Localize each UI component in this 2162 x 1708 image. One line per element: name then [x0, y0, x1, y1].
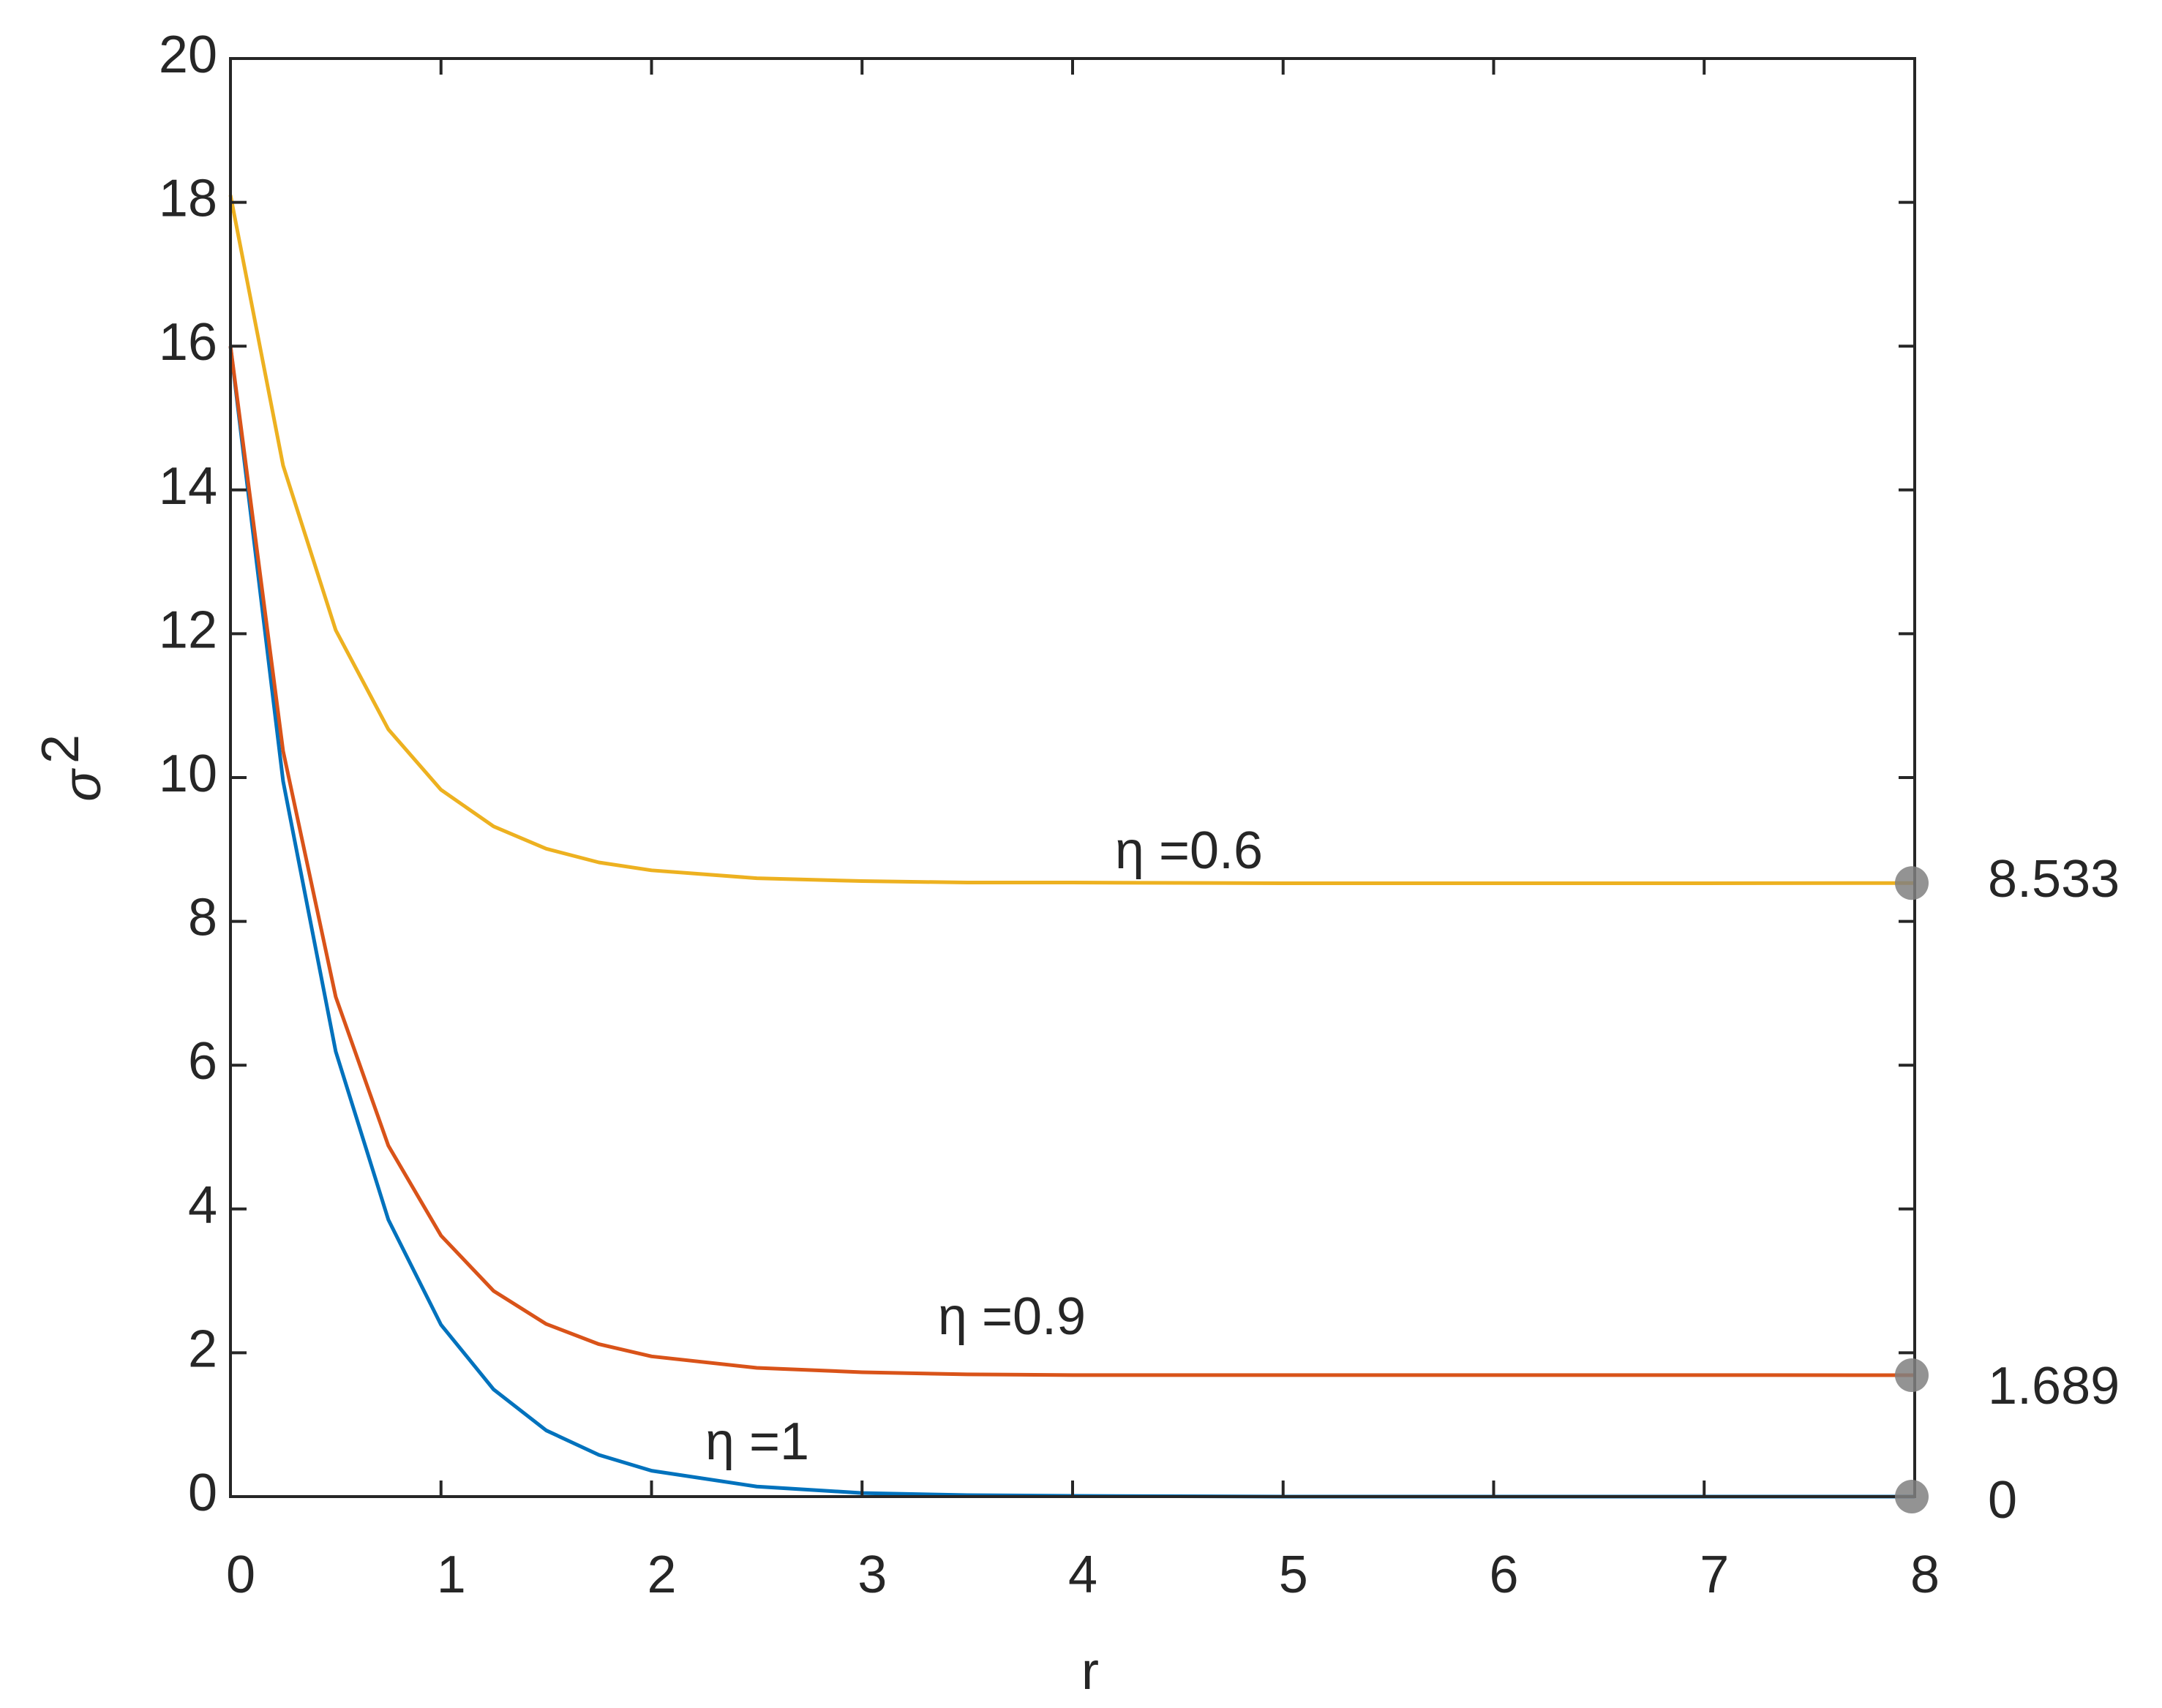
series-label: η =1 [705, 1412, 809, 1471]
y-tick-label: 16 [159, 313, 217, 372]
x-tick-label: 5 [1279, 1546, 1308, 1604]
end-point-label: 0 [1988, 1471, 2017, 1530]
y-tick-label: 14 [159, 457, 217, 516]
y-tick-label: 12 [159, 601, 217, 659]
x-tick-label: 8 [1910, 1546, 1940, 1604]
series-label: η =0.6 [1115, 821, 1263, 880]
y-tick-label: 2 [188, 1320, 217, 1378]
end-point-marker [1895, 866, 1929, 900]
x-tick-label: 0 [226, 1546, 255, 1604]
x-tick-label: 3 [857, 1546, 887, 1604]
x-tick-label: 6 [1489, 1546, 1518, 1604]
end-point-marker [1895, 1480, 1929, 1513]
y-tick-label: 18 [159, 170, 217, 228]
series-line [228, 345, 1915, 1377]
x-axis-label: r [1081, 1642, 1099, 1701]
y-tick-label: 20 [159, 26, 217, 84]
y-tick-label: 4 [188, 1176, 217, 1235]
x-tick-label: 4 [1068, 1546, 1097, 1604]
y-tick-label: 8 [188, 889, 217, 947]
x-tick-label: 2 [647, 1546, 676, 1604]
y-tick-label: 10 [159, 745, 217, 803]
y-tick-label: 0 [188, 1464, 217, 1522]
x-tick-label: 1 [437, 1546, 466, 1604]
y-axis-label-exponent: 2 [31, 734, 90, 764]
x-tick-label: 7 [1700, 1546, 1729, 1604]
series-label: η =0.9 [938, 1287, 1086, 1346]
end-point-marker [1895, 1358, 1929, 1392]
series-line [228, 195, 1915, 885]
y-axis-label-group: σ 2 [31, 734, 112, 802]
y-tick-label: 6 [188, 1032, 217, 1091]
end-point-label: 8.533 [1988, 850, 2120, 908]
end-point-label: 1.689 [1988, 1357, 2120, 1415]
y-axis-label: σ [53, 768, 112, 802]
